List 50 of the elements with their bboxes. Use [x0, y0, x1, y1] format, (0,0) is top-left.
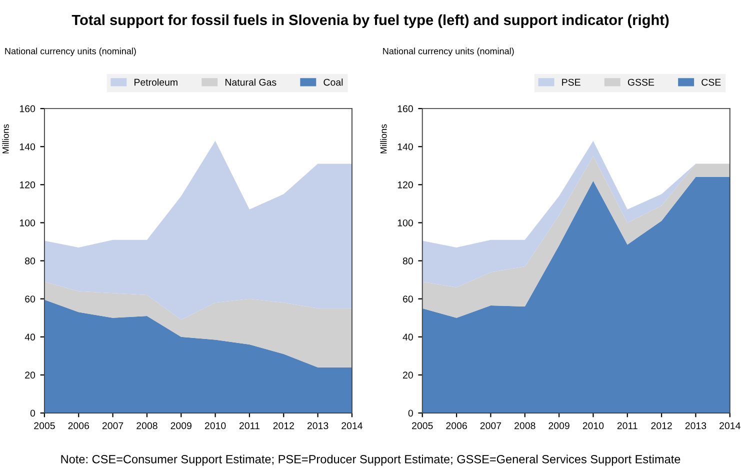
y-tick-label: 100 — [398, 219, 413, 226]
y-axis-title: Millions — [380, 124, 387, 154]
legend-label: Natural Gas — [225, 78, 276, 86]
x-tick-label: 2013 — [685, 422, 706, 430]
text: Note: CSE=Consumer Support Estimate; PSE=Producer Support Estimate; GSSE=General Services Support Estimate — [61, 454, 680, 466]
x-tick-label: 2011 — [617, 422, 638, 430]
text: National currency units (nominal) — [5, 48, 136, 56]
x-tick-label: 2005 — [34, 422, 55, 430]
y-tick-label: 100 — [20, 219, 36, 226]
x-tick-label: 2011 — [240, 422, 260, 430]
x-tick-label: 2007 — [102, 422, 124, 430]
y-tick-label: 140 — [20, 143, 36, 150]
x-tick-label: 2012 — [651, 422, 672, 430]
y-tick-label: 140 — [398, 143, 413, 150]
y-tick-label: 160 — [20, 105, 36, 112]
legend-label: CSE — [702, 78, 721, 86]
y-tick-label: 60 — [403, 296, 413, 302]
y-tick-label: 120 — [20, 181, 36, 188]
legend-label: GSSE — [628, 78, 654, 86]
y-tick-label: 0 — [408, 410, 413, 417]
y-tick-label: 20 — [25, 372, 36, 379]
x-tick-label: 2014 — [720, 422, 740, 430]
x-tick-label: 2007 — [480, 422, 502, 430]
x-tick-label: 2006 — [446, 422, 467, 430]
legend-label: Petroleum — [134, 78, 178, 86]
y-tick-label: 60 — [25, 296, 36, 302]
text: National currency units (nominal) — [383, 48, 514, 56]
x-tick-label: 2012 — [273, 422, 294, 430]
x-tick-label: 2010 — [204, 422, 226, 430]
x-tick-label: 2013 — [307, 422, 328, 430]
y-tick-label: 160 — [398, 105, 413, 112]
y-tick-label: 80 — [402, 258, 413, 264]
y-axis-title: Millions — [2, 124, 9, 154]
x-tick-label: 2010 — [582, 422, 604, 430]
y-tick-label: 0 — [30, 410, 36, 417]
y-tick-label: 20 — [403, 372, 413, 379]
legend-label: PSE — [562, 78, 580, 86]
x-tick-label: 2009 — [170, 422, 192, 430]
x-tick-label: 2014 — [342, 422, 363, 430]
x-tick-label: 2008 — [136, 422, 158, 430]
legend-label: Coal — [324, 78, 343, 86]
x-tick-label: 2008 — [514, 422, 536, 430]
x-tick-label: 2005 — [412, 422, 433, 430]
x-tick-label: 2006 — [68, 422, 90, 430]
chart-title: Total support for fossil fuels in Slovenia by fuel type (left) and support indicator (right) — [72, 14, 669, 28]
y-tick-label: 120 — [398, 181, 413, 188]
x-tick-label: 2009 — [548, 422, 570, 430]
y-tick-label: 40 — [24, 334, 36, 341]
y-tick-label: 40 — [402, 334, 413, 341]
y-tick-label: 80 — [25, 258, 36, 264]
